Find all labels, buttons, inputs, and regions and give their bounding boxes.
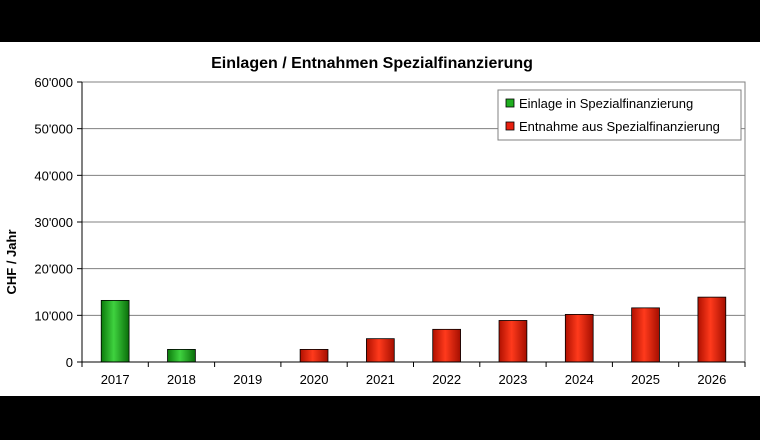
bar-2021 [366,338,395,363]
bar-2020 [299,348,329,363]
x-tick-label: 2018 [167,372,196,387]
legend-swatch [505,98,515,108]
y-tick-label: 0 [66,355,73,370]
x-tick-label: 2019 [233,372,262,387]
bar-2022 [432,328,461,363]
bars [100,296,727,363]
x-tick-label: 2024 [565,372,594,387]
y-tick-label: 30'000 [34,215,73,230]
chart-frame: Einlagen / Entnahmen Spezialfinanzierung… [0,42,760,396]
y-tick-label: 10'000 [34,308,73,323]
bar-2023 [498,320,528,363]
legend-swatch [505,121,515,131]
chart-title: Einlagen / Entnahmen Spezialfinanzierung [211,55,533,72]
y-tick-label: 20'000 [34,262,73,277]
bar-2017 [100,299,130,363]
x-tick-label: 2023 [498,372,527,387]
x-tick-label: 2022 [432,372,461,387]
bar-2024 [564,313,594,363]
x-tick-label: 2025 [631,372,660,387]
x-tick-label: 2026 [697,372,726,387]
y-tick-label: 40'000 [34,168,73,183]
legend-label: Einlage in Spezialfinanzierung [519,96,693,111]
y-tick-label: 60'000 [34,75,73,90]
chart: Einlagen / Entnahmen Spezialfinanzierung… [4,55,746,387]
x-tick-label: 2017 [101,372,130,387]
y-tick-label: 50'000 [34,122,73,137]
bar-2026 [697,296,727,363]
y-axis-label: CHF / Jahr [4,229,19,294]
legend: Einlage in Spezialfinanzierung Entnahme a… [497,89,742,141]
bar-2025 [631,307,660,363]
x-tick-label: 2021 [366,372,395,387]
axes: 0 10'000 20'000 30'000 40'000 50'000 60'000 201… [34,75,746,387]
bar-2018 [167,348,196,363]
x-tick-label: 2020 [300,372,329,387]
legend-label: Entnahme aus Spezialfinanzierung [519,119,720,134]
legend-box [497,89,742,141]
